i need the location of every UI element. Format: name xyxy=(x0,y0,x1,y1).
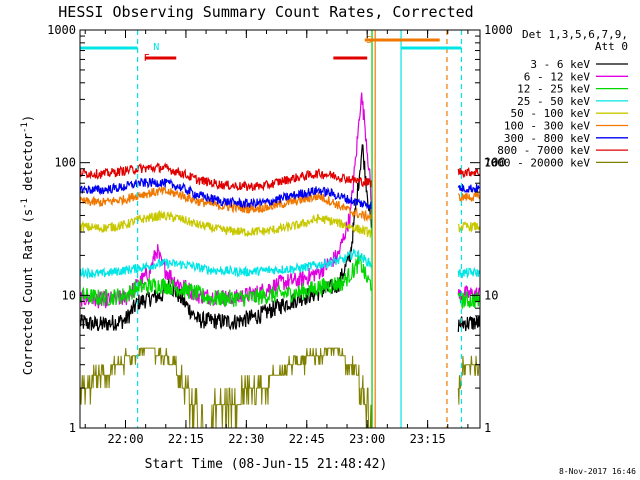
y-tick-label-1: 10 xyxy=(62,288,76,302)
legend-header-attenuator: Att 0 xyxy=(595,40,628,53)
y-axis-label-end: ) xyxy=(21,115,35,122)
series-12-25-kev-line xyxy=(79,255,480,309)
legend-100-300-kev-label: 100 - 300 keV xyxy=(504,120,590,133)
y-axis-label-exp2: -1 xyxy=(20,122,30,133)
legend-header-detectors: Det 1,3,5,6,7,9, xyxy=(522,28,628,41)
legend-50-100-kev-label: 50 - 100 keV xyxy=(511,107,591,120)
legend-300-800-kev-label: 300 - 800 keV xyxy=(504,132,590,145)
legend-800-7000-kev-label: 800 - 7000 keV xyxy=(497,144,590,157)
flag-label-n: N xyxy=(153,42,159,53)
y-tick-label-3: 1000 xyxy=(47,23,76,37)
flag-label-s: S xyxy=(366,35,372,46)
series-7000-20000-kev xyxy=(80,347,480,429)
series-50-100-kev-line xyxy=(79,210,480,238)
x-tick-label-0: 22:00 xyxy=(107,432,143,446)
legend-25-50-kev-label: 25 - 50 keV xyxy=(517,95,590,108)
legend-6-12-kev-label: 6 - 12 keV xyxy=(524,70,591,83)
series-7000-20000-kev-line xyxy=(80,347,480,429)
y-tick-label-right-1: 10 xyxy=(484,288,498,302)
series-3-6-kev-line xyxy=(79,144,480,333)
x-axis-label: Start Time (08-Jun-15 21:48:42) xyxy=(145,457,388,472)
y-tick-label-0: 1 xyxy=(69,421,76,435)
x-tick-label-4: 23:00 xyxy=(349,432,385,446)
x-tick-label-5: 23:15 xyxy=(410,432,446,446)
series-50-100-kev xyxy=(79,210,480,238)
plot-area: NF S xyxy=(79,30,480,429)
legend-12-25-kev-label: 12 - 25 keV xyxy=(517,83,590,96)
y-axis-label-main: Corrected Count Rate (s xyxy=(21,209,35,375)
date-stamp: 8-Nov-2017 16:46 xyxy=(559,467,636,476)
series-25-50-kev xyxy=(79,248,480,280)
axes: 22:00 22:15 22:30 22:45 23:00 23:15 1 1 10 10 100 1… xyxy=(47,23,513,446)
y-axis-label-exp1: -1 xyxy=(20,198,30,209)
y-tick-label-right-3: 1000 xyxy=(484,23,513,37)
y-tick-label-2: 100 xyxy=(54,156,76,170)
legend-7000-20000-kev-label: 7000 - 20000 keV xyxy=(484,156,590,169)
x-tick-label-3: 22:45 xyxy=(289,432,325,446)
series-3-6-kev xyxy=(79,144,480,333)
x-tick-label-1: 22:15 xyxy=(168,432,204,446)
y-axis-label: Corrected Count Rate (s-1 detector-1) xyxy=(20,115,35,375)
chart-title: HESSI Observing Summary Count Rates, Cor… xyxy=(58,3,473,21)
legend-3-6-kev-label: 3 - 6 keV xyxy=(530,58,590,71)
series-800-7000-kev xyxy=(79,161,480,192)
x-tick-label-2: 22:30 xyxy=(228,432,264,446)
series-800-7000-kev-line xyxy=(79,161,480,192)
y-axis-label-mid: detector xyxy=(21,133,35,198)
series-12-25-kev xyxy=(79,255,480,309)
y-tick-label-right-2: 100 xyxy=(484,156,506,170)
plot-frame xyxy=(79,29,481,429)
series-300-800-kev xyxy=(79,177,480,210)
flag-label-f: F xyxy=(144,53,150,64)
series-25-50-kev-line xyxy=(79,248,480,280)
series-300-800-kev-line xyxy=(79,177,480,210)
y-tick-label-right-0: 1 xyxy=(484,421,491,435)
